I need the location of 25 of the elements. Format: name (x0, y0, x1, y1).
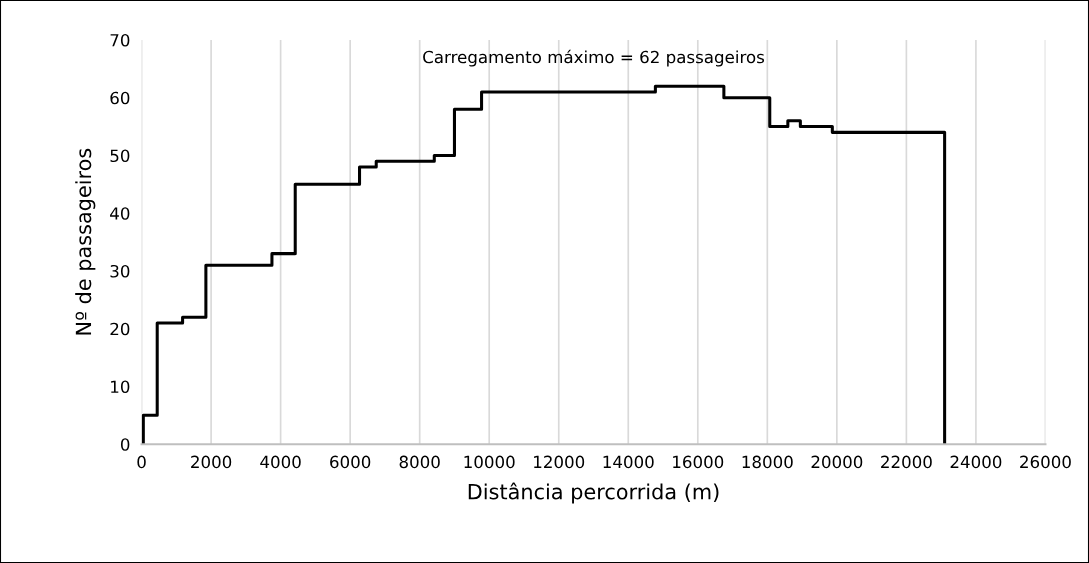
x-tick-label: 22000 (881, 455, 932, 469)
y-tick-label: 50 (110, 149, 130, 163)
x-tick-label: 8000 (399, 455, 440, 469)
x-tick-label: 2000 (191, 455, 232, 469)
x-axis-title: Distância percorrida (m) (468, 482, 719, 504)
x-tick-label: 12000 (534, 455, 585, 469)
y-tick-label: 40 (110, 207, 130, 220)
x-tick-label: 14000 (603, 455, 654, 469)
x-tick-label: 24000 (950, 455, 1002, 469)
x-tick-label: 26000 (1020, 455, 1071, 469)
x-tick-label: 0 (137, 455, 146, 469)
y-tick-label: 30 (110, 264, 130, 278)
y-tick-label: 0 (120, 438, 130, 451)
annotation: Carregamento máximo = 62 passageiros (423, 49, 765, 67)
y-tick-label: 10 (111, 380, 130, 394)
y-tick-label: 70 (110, 33, 130, 47)
x-tick-label: 4000 (260, 455, 301, 469)
y-axis-title: Nº de passageiros (75, 148, 96, 335)
x-tick-label: 20000 (811, 455, 863, 469)
x-tick-label: 16000 (673, 455, 724, 469)
x-tick-label: 10000 (464, 455, 515, 469)
y-tick-label: 20 (110, 322, 130, 336)
x-tick-label: 18000 (742, 455, 793, 469)
x-tick-label: 6000 (330, 455, 371, 469)
y-tick-label: 60 (110, 91, 130, 105)
